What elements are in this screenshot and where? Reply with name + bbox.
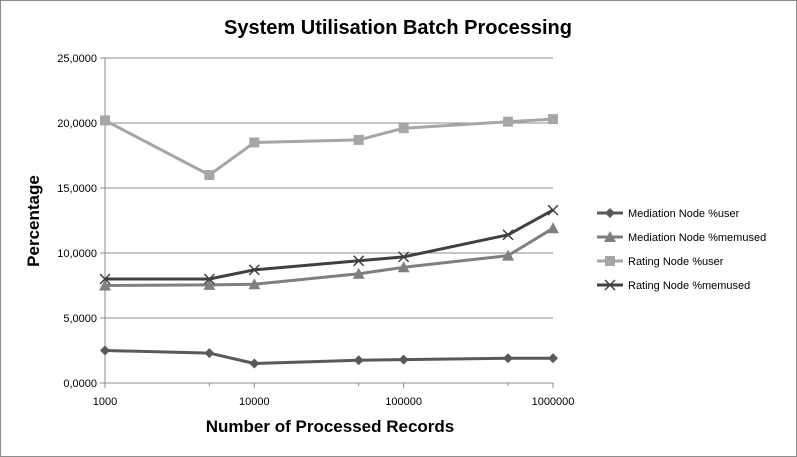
data-point <box>100 115 110 126</box>
data-point <box>249 358 260 369</box>
y-tick-label: 15,0000 <box>57 183 97 195</box>
series-2 <box>100 114 558 180</box>
data-point <box>397 261 410 273</box>
legend-item: Mediation Node %memused <box>597 231 766 244</box>
legend-item: Rating Node %user <box>597 256 724 268</box>
data-point <box>547 204 559 216</box>
data-point <box>503 353 514 364</box>
data-point <box>398 123 409 134</box>
series-line <box>104 117 554 177</box>
legend-label: Rating Node %user <box>628 256 724 268</box>
y-tick-label: 25,0000 <box>57 53 97 65</box>
data-point <box>398 354 409 365</box>
legend-label: Mediation Node %user <box>628 208 740 220</box>
data-point <box>353 355 364 366</box>
chart-title: System Utilisation Batch Processing <box>224 17 572 39</box>
data-point <box>353 134 364 145</box>
x-tick-label: 1000 <box>93 396 117 408</box>
x-tick-label: 100000 <box>385 396 422 408</box>
legend-label: Rating Node %memused <box>628 280 750 292</box>
y-axis-title: Percentage <box>24 175 43 267</box>
series-line <box>105 208 554 281</box>
data-point <box>203 278 216 290</box>
x-tick-label: 1000000 <box>532 396 575 408</box>
y-tick-label: 10,0000 <box>57 248 97 260</box>
series-3 <box>99 204 559 285</box>
data-point <box>353 255 365 267</box>
data-point <box>204 170 215 180</box>
y-tick-label: 0,0000 <box>63 378 97 390</box>
data-point <box>548 114 558 125</box>
x-tick-label: 10000 <box>239 396 270 408</box>
legend-marker <box>604 231 616 242</box>
y-tick-label: 5,0000 <box>63 313 97 325</box>
series-group <box>99 114 559 369</box>
data-point <box>502 229 514 241</box>
data-point <box>204 348 215 359</box>
legend-marker <box>605 256 615 266</box>
series-1 <box>99 222 559 291</box>
data-point <box>248 264 260 276</box>
legend: Mediation Node %user Mediation Node %memu… <box>597 208 766 292</box>
data-point <box>547 222 559 234</box>
legend-label: Mediation Node %memused <box>628 232 766 244</box>
series-line <box>104 349 553 365</box>
legend-marker <box>604 279 616 291</box>
data-point <box>99 273 111 285</box>
axes: 0,0000 5,0000 10,0000 15,0000 20,0000 25,0000… <box>57 53 574 408</box>
data-point <box>503 116 514 127</box>
data-point <box>99 279 111 291</box>
data-point <box>249 137 260 148</box>
data-point <box>203 273 215 285</box>
legend-item: Mediation Node %user <box>597 208 740 220</box>
legend-marker <box>605 208 615 218</box>
y-tick-label: 20,0000 <box>57 118 97 130</box>
legend-item: Rating Node %memused <box>597 279 750 292</box>
series-0 <box>100 345 558 369</box>
data-point <box>398 251 410 263</box>
data-point <box>502 249 515 261</box>
data-point <box>352 267 365 279</box>
data-point <box>100 345 110 356</box>
data-point <box>248 278 261 290</box>
data-point <box>548 353 558 364</box>
series-line <box>104 227 554 287</box>
x-axis-title: Number of Processed Records <box>206 417 454 436</box>
